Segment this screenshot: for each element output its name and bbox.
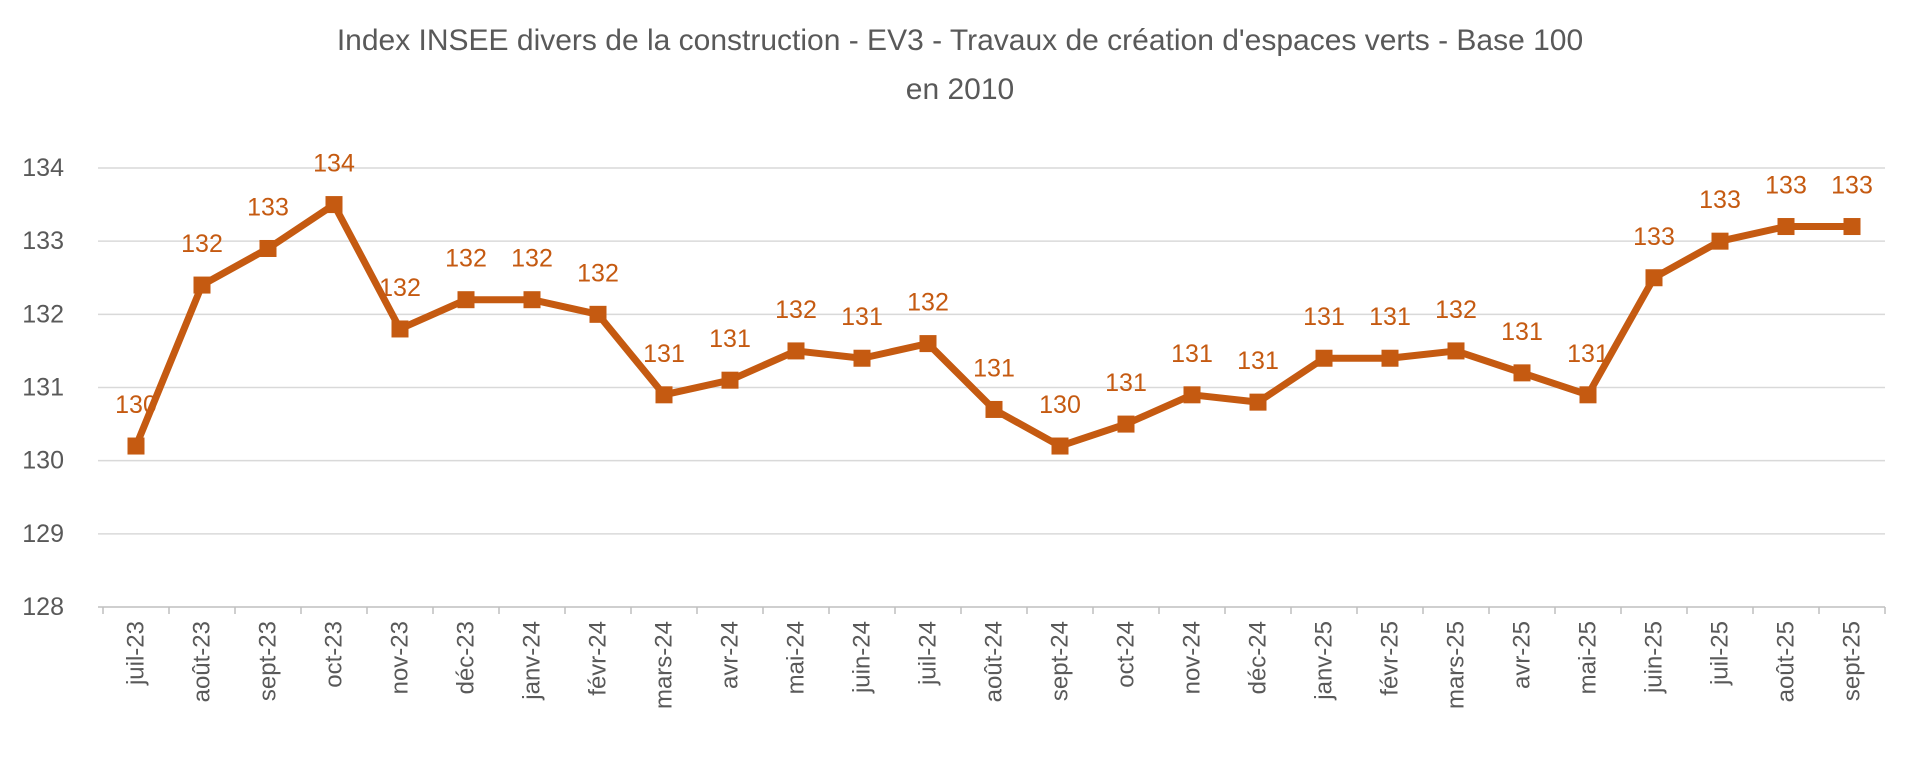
data-point-marker bbox=[523, 291, 541, 309]
x-axis-category-label: juil-24 bbox=[915, 621, 942, 686]
data-point-label: 132 bbox=[1435, 296, 1477, 324]
x-axis-category-label: sept-24 bbox=[1047, 621, 1074, 701]
chart-title-line-2: en 2010 bbox=[905, 73, 1015, 106]
x-axis-category-label: févr-25 bbox=[1377, 621, 1404, 696]
x-axis-category-label: sept-23 bbox=[255, 621, 282, 701]
y-axis-tick-label: 128 bbox=[22, 593, 64, 621]
y-axis-tick-label: 132 bbox=[22, 300, 64, 328]
x-axis-category-label: oct-23 bbox=[321, 621, 348, 688]
data-point-marker bbox=[193, 276, 211, 294]
x-axis-category-label: janv-24 bbox=[519, 621, 546, 701]
x-axis-category-label: juil-23 bbox=[123, 621, 150, 686]
data-point-marker bbox=[589, 305, 607, 323]
data-point-marker bbox=[1447, 342, 1465, 360]
data-point-label: 132 bbox=[445, 245, 487, 273]
data-point-label: 131 bbox=[1303, 303, 1345, 331]
y-axis-tick-label: 131 bbox=[22, 374, 64, 402]
chart-title: Index INSEE divers de la construction - … bbox=[0, 16, 1920, 114]
data-point-marker bbox=[127, 437, 145, 455]
x-axis-category-label: avr-25 bbox=[1509, 621, 1536, 689]
x-axis-category-label: août-23 bbox=[189, 621, 216, 702]
data-point-label: 133 bbox=[1765, 172, 1807, 200]
data-point-label: 131 bbox=[1369, 303, 1411, 331]
data-point-label: 133 bbox=[1699, 186, 1741, 214]
data-point-marker bbox=[787, 342, 805, 360]
data-point-label: 131 bbox=[1237, 347, 1279, 375]
data-point-label: 133 bbox=[1831, 172, 1873, 200]
x-axis-category-label: oct-24 bbox=[1113, 621, 1140, 688]
y-axis-tick-label: 134 bbox=[22, 154, 64, 182]
data-point-label: 131 bbox=[841, 303, 883, 331]
x-axis-category-label: juin-24 bbox=[849, 621, 876, 694]
data-point-label: 131 bbox=[1501, 318, 1543, 346]
chart-title-line-1: Index INSEE divers de la construction - … bbox=[336, 24, 1584, 57]
x-axis-category-label: déc-23 bbox=[453, 621, 480, 694]
y-axis-tick-label: 130 bbox=[22, 447, 64, 475]
x-axis-category-label: sept-25 bbox=[1839, 621, 1866, 701]
data-point-marker bbox=[1645, 269, 1663, 287]
y-axis-tick-label: 129 bbox=[22, 520, 64, 548]
data-point-label: 133 bbox=[247, 193, 289, 221]
y-axis-tick-label: 133 bbox=[22, 227, 64, 255]
x-axis-category-label: juin-25 bbox=[1641, 621, 1668, 694]
data-point-label: 131 bbox=[1567, 340, 1609, 368]
data-point-label: 130 bbox=[115, 391, 157, 419]
x-axis-category-label: juil-25 bbox=[1707, 621, 1734, 686]
data-point-label: 131 bbox=[973, 354, 1015, 382]
data-point-marker bbox=[853, 349, 871, 367]
x-axis-category-label: janv-25 bbox=[1311, 621, 1338, 701]
data-point-label: 131 bbox=[1171, 340, 1213, 368]
data-point-label: 130 bbox=[1039, 391, 1081, 419]
x-axis-category-label: avr-24 bbox=[717, 621, 744, 689]
data-point-marker bbox=[655, 386, 673, 404]
data-point-marker bbox=[1513, 364, 1531, 382]
data-point-marker bbox=[391, 320, 409, 338]
data-point-marker bbox=[1315, 349, 1333, 367]
x-axis-category-label: mai-25 bbox=[1575, 621, 1602, 694]
data-point-marker bbox=[1777, 218, 1795, 236]
data-point-label: 134 bbox=[313, 150, 355, 178]
data-point-marker bbox=[1183, 386, 1201, 404]
data-point-marker bbox=[919, 335, 937, 353]
x-axis-category-label: févr-24 bbox=[585, 621, 612, 696]
data-point-marker bbox=[259, 239, 277, 257]
data-point-marker bbox=[1579, 386, 1597, 404]
data-point-label: 132 bbox=[379, 274, 421, 302]
x-axis-category-label: août-24 bbox=[981, 621, 1008, 702]
data-point-label: 132 bbox=[181, 230, 223, 258]
x-axis-category-label: août-25 bbox=[1773, 621, 1800, 702]
data-point-marker bbox=[1051, 437, 1069, 455]
x-axis-category-label: nov-23 bbox=[387, 621, 414, 694]
data-point-marker bbox=[1843, 218, 1861, 236]
data-point-label: 133 bbox=[1633, 223, 1675, 251]
x-axis-category-label: mai-24 bbox=[783, 621, 810, 694]
data-point-label: 132 bbox=[907, 289, 949, 317]
x-axis-category-label: déc-24 bbox=[1245, 621, 1272, 694]
data-point-label: 131 bbox=[1105, 369, 1147, 397]
data-point-label: 132 bbox=[577, 259, 619, 287]
data-point-marker bbox=[1381, 349, 1399, 367]
x-axis-category-label: mars-24 bbox=[651, 621, 678, 709]
data-point-label: 132 bbox=[775, 296, 817, 324]
data-point-marker bbox=[1711, 232, 1729, 250]
x-axis-category-label: mars-25 bbox=[1443, 621, 1470, 709]
data-point-marker bbox=[1117, 415, 1135, 433]
data-point-label: 131 bbox=[709, 325, 751, 353]
data-point-label: 132 bbox=[511, 245, 553, 273]
data-point-marker bbox=[1249, 393, 1267, 411]
data-point-label: 131 bbox=[643, 340, 685, 368]
x-axis-category-label: nov-24 bbox=[1179, 621, 1206, 694]
data-point-marker bbox=[985, 400, 1003, 418]
data-point-marker bbox=[325, 196, 343, 214]
data-point-marker bbox=[721, 371, 739, 389]
data-point-marker bbox=[457, 291, 475, 309]
